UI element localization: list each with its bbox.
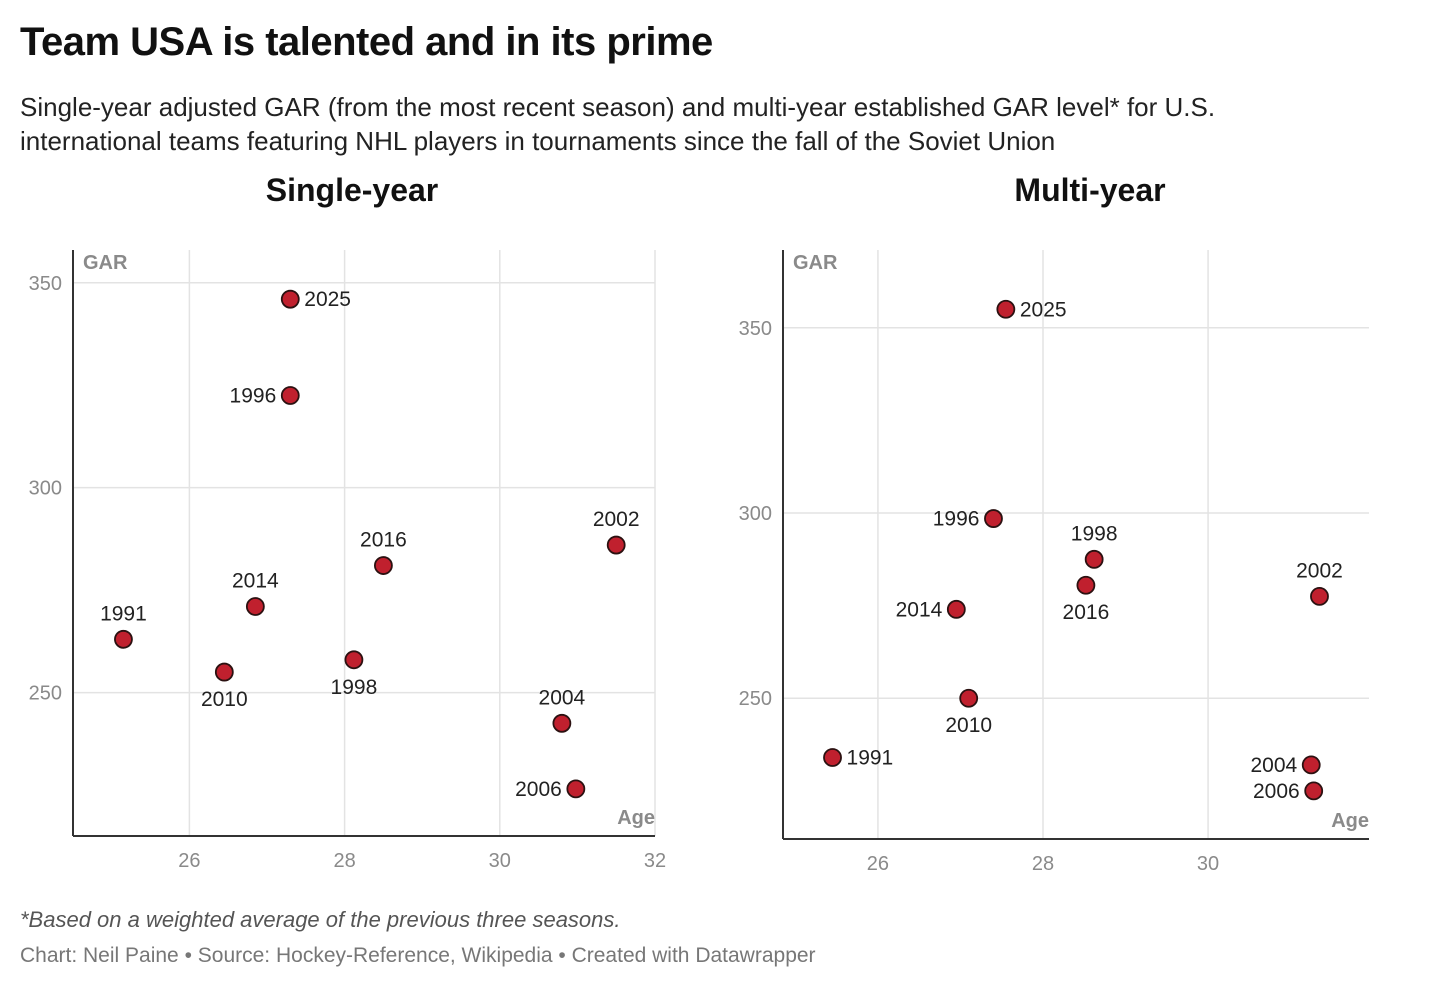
- y-tick-label: 350: [29, 273, 62, 295]
- data-label-2016: 2016: [1063, 601, 1110, 624]
- data-point-1991: [114, 629, 133, 649]
- data-label-2002: 2002: [593, 508, 640, 531]
- data-point-2014: [946, 599, 966, 619]
- data-label-2014: 2014: [896, 598, 943, 621]
- data-label-2010: 2010: [201, 688, 248, 711]
- data-point-1998: [344, 650, 364, 670]
- data-label-2006: 2006: [515, 778, 562, 801]
- data-label-2016: 2016: [360, 529, 407, 552]
- x-axis-title: Age: [1331, 810, 1369, 832]
- data-label-2010: 2010: [945, 714, 992, 737]
- data-point-1991: [823, 748, 842, 767]
- data-label-2014: 2014: [232, 570, 279, 593]
- y-tick-label: 250: [29, 683, 62, 705]
- data-point-2016: [373, 556, 393, 575]
- data-label-1998: 1998: [331, 676, 378, 699]
- data-point-2014: [245, 597, 265, 616]
- data-label-1998: 1998: [1071, 522, 1118, 545]
- y-axis-title: GAR: [793, 252, 838, 274]
- y-tick-label: 300: [739, 503, 772, 525]
- x-axis-title: Age: [617, 807, 655, 829]
- y-tick-label: 350: [739, 318, 772, 340]
- data-point-1996: [280, 386, 300, 405]
- data-label-1991: 1991: [847, 747, 894, 770]
- x-tick-label: 30: [1197, 853, 1219, 875]
- data-point-2010: [214, 662, 234, 682]
- data-point-2002: [606, 535, 626, 555]
- data-label-2002: 2002: [1296, 559, 1343, 582]
- data-point-2016: [1076, 575, 1096, 595]
- y-axis-title: GAR: [83, 252, 128, 274]
- x-tick-label: 26: [867, 853, 889, 875]
- chart-title-main: Team USA is talented and in its prime: [20, 20, 713, 64]
- data-label-1996: 1996: [933, 508, 980, 531]
- data-point-2002: [1310, 586, 1329, 606]
- data-label-1996: 1996: [230, 384, 277, 407]
- data-point-2004: [1301, 755, 1321, 775]
- single-year-chart-title: Single-year: [265, 172, 439, 208]
- data-label-1991: 1991: [100, 602, 147, 625]
- data-point-2025: [280, 289, 300, 309]
- data-point-2004: [552, 713, 572, 733]
- data-label-2004: 2004: [1251, 754, 1298, 777]
- data-point-2006: [1304, 781, 1324, 801]
- x-tick-label: 28: [1032, 853, 1054, 875]
- data-label-2004: 2004: [539, 686, 586, 709]
- data-point-2025: [996, 299, 1016, 319]
- chart-subtitle: Single-year adjusted GAR (from the most …: [20, 92, 1216, 156]
- data-point-1996: [984, 509, 1003, 528]
- x-tick-label: 26: [178, 850, 200, 872]
- footnote: *Based on a weighted average of the prev…: [20, 907, 621, 932]
- data-point-2006: [566, 779, 586, 799]
- data-label-2006: 2006: [1253, 780, 1300, 803]
- y-tick-label: 250: [739, 688, 772, 710]
- x-tick-label: 28: [333, 850, 355, 872]
- y-tick-label: 300: [29, 478, 62, 500]
- single-year-scatter-plot: 26 28 30 32 250 300 350 GAR Age 1991 2010 2014 2025 1…: [29, 250, 666, 872]
- x-tick-label: 30: [489, 850, 511, 872]
- data-point-2010: [959, 688, 979, 708]
- data-label-2025: 2025: [1020, 298, 1067, 321]
- multi-year-scatter-plot: 26 28 30 250 300 350 GAR Age 1991 2010 2014 2025 199…: [739, 250, 1369, 875]
- data-point-1998: [1084, 549, 1104, 569]
- source-credit: Chart: Neil Paine • Source: Hockey-Refer…: [20, 944, 816, 967]
- x-tick-label: 32: [644, 850, 666, 872]
- multi-year-chart-title: Multi-year: [1014, 172, 1166, 208]
- data-label-2025: 2025: [304, 288, 351, 311]
